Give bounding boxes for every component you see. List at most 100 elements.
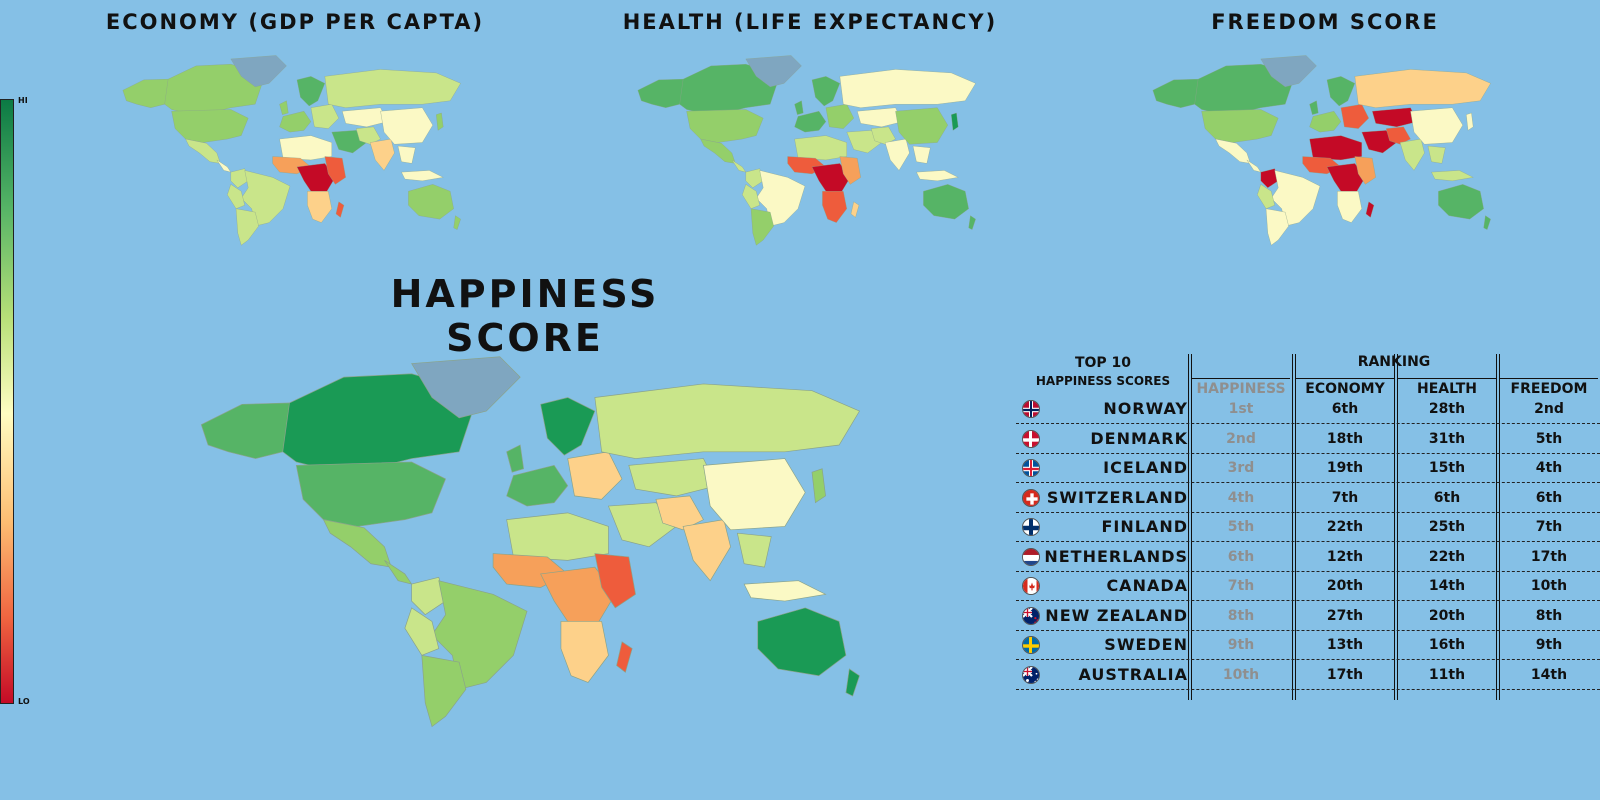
australia-flag-icon <box>1022 665 1040 684</box>
country-name: AUSTRALIA <box>1078 664 1188 684</box>
finland-flag-icon <box>1022 518 1040 536</box>
region-greenland <box>1260 55 1317 88</box>
happiness-rank-cell: 10th <box>1222 666 1260 683</box>
region-mexico <box>700 138 736 164</box>
region-mideast <box>1361 130 1397 154</box>
region-russia <box>594 383 860 459</box>
economy-rank-cell: 18th <box>1326 430 1364 447</box>
happiness-rank-cell: 8th <box>1227 607 1255 624</box>
region-japan <box>1466 112 1474 131</box>
region-uk <box>794 100 804 115</box>
region-japan <box>436 112 444 131</box>
region-colombia <box>1260 168 1279 189</box>
freedom-rank-cell: 9th <box>1535 637 1563 653</box>
region-uk <box>279 100 289 115</box>
region-canada <box>1194 64 1293 114</box>
ranking-header: RANKING <box>1357 354 1431 370</box>
region-nafrica <box>279 135 332 161</box>
freedom-rank-cell: 10th <box>1530 578 1568 594</box>
region-usa <box>686 109 764 143</box>
freedom-rank-cell: 7th <box>1535 519 1563 535</box>
region-safrica <box>307 191 332 223</box>
region-centam <box>216 159 232 173</box>
happiness-rank-cell: 3rd <box>1227 460 1255 476</box>
freedom-world-map <box>1152 55 1491 246</box>
health-rank-cell: 16th <box>1428 637 1466 653</box>
economy-rank-cell: 17th <box>1326 666 1364 683</box>
table-row: FINLAND 5th 22th 25th 7th <box>1016 512 1600 542</box>
region-japan <box>951 112 959 131</box>
health-rank-cell: 14th <box>1428 578 1466 594</box>
region-scand <box>296 76 326 107</box>
region-uk <box>1309 100 1319 115</box>
region-usa <box>1201 109 1279 143</box>
region-colombia <box>411 576 446 616</box>
legend-hi-label: HI <box>18 96 28 105</box>
country-name: SWITZERLAND <box>1046 487 1188 507</box>
region-nafrica <box>1309 135 1362 161</box>
health-world-map <box>637 55 976 246</box>
health-map-title: HEALTH (LIFE EXPECTANCY) <box>622 10 998 34</box>
region-mideast <box>331 130 367 154</box>
region-greenland <box>230 55 287 88</box>
color-scale-legend <box>0 99 14 704</box>
region-russia <box>324 69 461 108</box>
health-rank-cell: 31th <box>1428 430 1466 447</box>
economy-rank-cell: 22th <box>1326 519 1364 535</box>
country-name: FINLAND <box>1101 517 1188 536</box>
region-eafrica <box>1354 156 1376 185</box>
region-safrica <box>822 191 847 223</box>
happiness-rank-cell: 6th <box>1227 548 1255 565</box>
freedom-rank-cell: 17th <box>1530 548 1568 565</box>
country-name: ICELAND <box>1103 458 1188 477</box>
region-mexico <box>322 519 392 568</box>
region-alaska <box>200 402 297 459</box>
region-australia <box>1438 184 1484 220</box>
happiness-world-map <box>200 356 860 728</box>
region-nafrica <box>506 512 609 561</box>
region-seasia <box>1427 145 1446 164</box>
new-zealand-flag-icon <box>1022 606 1040 625</box>
happiness-rank-cell: 4th <box>1227 489 1255 506</box>
legend-lo-label: LO <box>18 697 30 706</box>
happiness-rank-cell: 1st <box>1228 401 1254 417</box>
region-safrica <box>560 621 609 683</box>
region-peru <box>404 607 440 656</box>
region-alaska <box>1152 78 1202 108</box>
norway-flag-icon <box>1022 400 1040 418</box>
health-rank-cell: 6th <box>1433 489 1461 506</box>
region-china <box>895 107 948 145</box>
region-europeE <box>567 451 623 500</box>
freedom-map-title: FREEDOM SCORE <box>1211 10 1439 34</box>
table-row: SWEDEN 9th 13th 16th 9th <box>1016 630 1600 660</box>
sweden-flag-icon <box>1022 636 1040 654</box>
health-rank-cell: 20th <box>1428 607 1466 624</box>
region-centam <box>1246 159 1262 173</box>
region-usa <box>295 461 447 527</box>
freedom-rank-cell: 6th <box>1535 489 1563 506</box>
health-rank-cell: 25th <box>1428 519 1466 535</box>
region-centasia <box>628 458 718 497</box>
region-scand <box>811 76 841 107</box>
table-header: TOP 10 HAPPINESS SCORES <box>1016 354 1190 389</box>
iceland-flag-icon <box>1022 459 1040 477</box>
region-mexico <box>1215 138 1251 164</box>
region-india <box>369 138 395 171</box>
country-name: NORWAY <box>1103 399 1188 418</box>
region-greenland <box>745 55 802 88</box>
region-europeE <box>825 104 854 129</box>
region-indonesia <box>916 170 959 182</box>
region-madagascar <box>850 201 860 218</box>
economy-rank-cell: 6th <box>1331 401 1359 417</box>
region-eafrica <box>594 553 636 609</box>
happiness-map-title: HAPPINESS SCORE <box>390 272 660 360</box>
region-mexico <box>185 138 221 164</box>
region-greenland <box>411 356 521 419</box>
region-europeW <box>506 464 569 507</box>
table-row: NEW ZEALAND 8th 27th 20th 8th <box>1016 601 1600 631</box>
table-header-line1: TOP 10 <box>1074 355 1132 371</box>
table-row: DENMARK 2nd 18th 31th 5th <box>1016 424 1600 454</box>
region-colombia <box>230 168 249 189</box>
region-madagascar <box>335 201 345 218</box>
freedom-rank-cell: 2nd <box>1534 401 1564 417</box>
